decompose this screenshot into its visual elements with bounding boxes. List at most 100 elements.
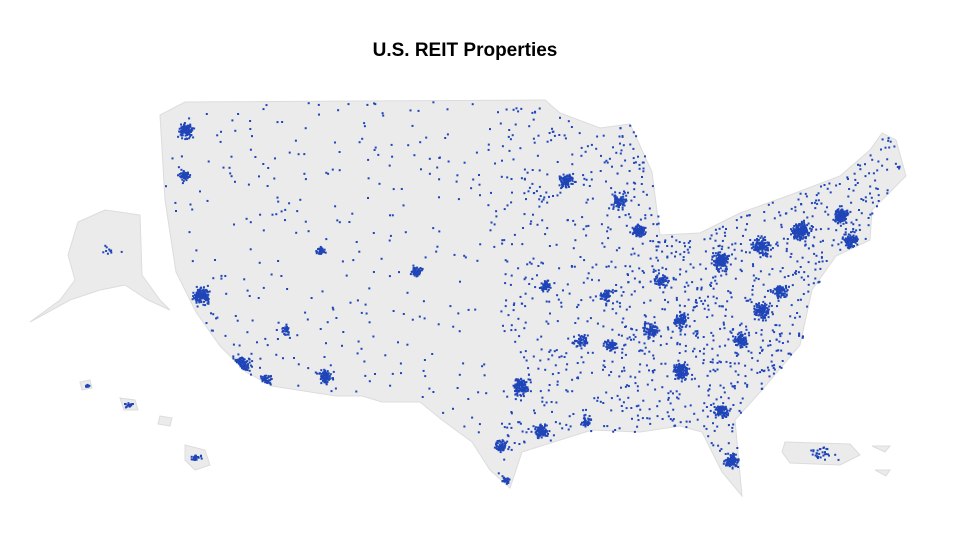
property-dot: [266, 185, 269, 187]
property-dot: [764, 239, 767, 241]
property-dot: [543, 404, 546, 407]
property-dot: [855, 229, 858, 232]
property-dot: [822, 447, 825, 449]
property-dot: [304, 220, 307, 223]
property-dot: [803, 233, 806, 235]
property-dot: [556, 380, 559, 383]
property-dot: [180, 123, 182, 126]
property-dot: [556, 194, 559, 197]
property-dot: [580, 335, 583, 337]
property-dot: [815, 455, 818, 458]
property-dot: [566, 390, 569, 393]
property-dot: [425, 136, 428, 139]
property-dot: [432, 101, 435, 104]
property-dot: [706, 343, 709, 346]
property-dot: [183, 123, 186, 126]
property-dot: [625, 224, 628, 227]
property-dot: [544, 424, 546, 427]
property-dot: [820, 185, 822, 188]
property-dot: [720, 396, 723, 399]
property-dot: [490, 191, 492, 194]
property-dot: [707, 394, 710, 397]
property-dot: [732, 385, 735, 388]
property-dot: [602, 325, 605, 328]
property-dot: [556, 161, 559, 163]
property-dot: [767, 308, 770, 311]
property-dot: [812, 449, 815, 452]
property-dot: [677, 377, 680, 380]
property-dot: [734, 370, 737, 373]
property-dot: [185, 131, 188, 134]
property-dot: [360, 311, 363, 314]
property-dot: [540, 348, 543, 351]
property-dot: [586, 341, 589, 344]
property-dot: [605, 265, 608, 268]
property-dot: [661, 280, 664, 283]
property-dot: [281, 330, 284, 333]
property-dot: [793, 229, 796, 232]
property-dot: [675, 390, 678, 393]
property-dot: [741, 346, 744, 349]
property-dot: [259, 357, 262, 360]
property-dot: [621, 321, 624, 324]
property-dot: [602, 134, 605, 137]
property-dot: [251, 319, 254, 322]
property-dot: [604, 295, 607, 298]
property-dot: [815, 254, 818, 257]
property-dot: [724, 453, 727, 455]
property-dot: [763, 252, 766, 255]
property-dot: [767, 244, 770, 246]
property-dot: [374, 373, 376, 375]
property-dot: [392, 310, 395, 312]
property-dot: [725, 270, 728, 273]
property-dot: [844, 244, 847, 247]
property-dot: [727, 424, 730, 427]
property-dot: [418, 315, 421, 318]
property-dot: [801, 336, 804, 339]
property-dot: [345, 274, 348, 277]
property-dot: [519, 389, 522, 392]
property-dot: [559, 116, 561, 119]
property-dot: [632, 131, 635, 134]
property-dot: [747, 350, 750, 353]
property-dot: [630, 199, 633, 202]
property-dot: [748, 251, 751, 254]
property-dot: [497, 111, 499, 114]
property-dot: [548, 195, 550, 198]
property-dot: [662, 283, 665, 286]
property-dot: [199, 190, 201, 193]
property-dot: [802, 293, 805, 295]
property-dot: [652, 357, 655, 360]
property-dot: [559, 177, 562, 180]
property-dot: [675, 250, 678, 253]
property-dot: [741, 333, 744, 336]
property-dot: [242, 359, 245, 362]
property-dot: [692, 306, 695, 309]
property-dot: [829, 191, 832, 194]
property-dot: [618, 135, 621, 138]
property-dot: [667, 392, 670, 395]
property-dot: [729, 330, 732, 333]
property-dot: [761, 349, 763, 352]
property-dot: [612, 203, 615, 206]
property-dot: [624, 343, 627, 346]
property-dot: [847, 195, 850, 198]
property-dot: [580, 339, 583, 341]
property-dot: [314, 371, 317, 374]
property-dot: [181, 178, 184, 181]
property-dot: [707, 435, 710, 438]
property-dot: [625, 308, 628, 311]
property-dot: [552, 434, 555, 437]
property-dot: [206, 289, 208, 292]
property-dot: [594, 295, 597, 298]
property-dot: [614, 196, 617, 199]
property-dot: [775, 243, 778, 246]
property-dot: [193, 459, 196, 461]
property-dot: [184, 175, 187, 178]
property-dot: [611, 193, 614, 196]
property-dot: [824, 210, 827, 213]
property-dot: [731, 459, 734, 462]
property-dot: [547, 432, 549, 435]
property-dot: [549, 312, 551, 315]
property-dot: [328, 375, 331, 378]
